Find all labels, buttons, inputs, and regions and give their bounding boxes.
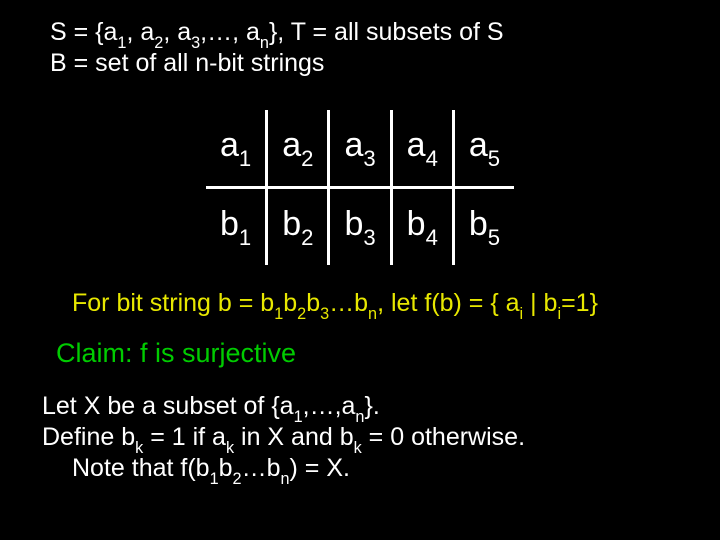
sub: 1 (210, 470, 219, 488)
cell-sub: 2 (301, 146, 313, 171)
text: b (219, 454, 233, 482)
sub: 2 (233, 470, 242, 488)
cell-sub: 5 (488, 225, 500, 250)
text: Let X be a subset of {a (42, 392, 294, 420)
sub: n (280, 470, 289, 488)
cell-sub: 5 (488, 146, 500, 171)
text: , a (163, 18, 191, 46)
sub: 2 (297, 305, 306, 323)
table-cell: b5 (453, 187, 514, 264)
text: For bit string b = b (72, 289, 274, 317)
proof-line-1: Let X be a subset of {a1,…,an}. (42, 392, 380, 425)
table-cell: a4 (391, 110, 453, 187)
cell-sub: 3 (363, 146, 375, 171)
text: = 1 if a (143, 423, 226, 451)
text: b (306, 289, 320, 317)
table-cell: a3 (329, 110, 391, 187)
cell-base: a (220, 126, 239, 164)
cell-base: a (469, 126, 488, 164)
text: …b (242, 454, 281, 482)
text: ) = X. (290, 454, 350, 482)
text: , let f(b) = { a (377, 289, 519, 317)
sub: 1 (274, 305, 283, 323)
table-cell: a1 (206, 110, 267, 187)
text: ,…,a (303, 392, 356, 420)
cell-base: a (344, 126, 363, 164)
table-cell: b4 (391, 187, 453, 264)
header-line-2: B = set of all n-bit strings (50, 49, 324, 78)
text: Note that f(b (72, 454, 210, 482)
text: b (283, 289, 297, 317)
cell-base: b (469, 205, 488, 243)
sub: k (354, 439, 362, 457)
cell-sub: 4 (426, 225, 438, 250)
table-row: b1 b2 b3 b4 b5 (206, 187, 514, 264)
cell-sub: 3 (363, 225, 375, 250)
text: …b (329, 289, 368, 317)
table-row: a1 a2 a3 a4 a5 (206, 110, 514, 187)
text: S = {a (50, 18, 117, 46)
claim-line: Claim: f is surjective (56, 338, 296, 369)
sub: i (520, 305, 524, 323)
cell-sub: 1 (239, 146, 251, 171)
text: ,…, a (200, 18, 260, 46)
cell-base: b (344, 205, 363, 243)
text: =1} (561, 289, 598, 317)
table-cell: b2 (267, 187, 329, 264)
cell-base: b (407, 205, 426, 243)
proof-line-2: Define bk = 1 if ak in X and bk = 0 othe… (42, 423, 525, 456)
header-line-1: S = {a1, a2, a3,…, an}, T = all subsets … (50, 18, 504, 51)
proof-line-3: Note that f(b1b2…bn) = X. (72, 454, 350, 487)
sub: n (368, 305, 377, 323)
text: in X and b (234, 423, 354, 451)
cell-base: a (407, 126, 426, 164)
table: a1 a2 a3 a4 a5 b1 b2 b3 b4 b5 (206, 110, 514, 265)
cell-base: b (220, 205, 239, 243)
text: }. (364, 392, 379, 420)
table-cell: b3 (329, 187, 391, 264)
text: Define b (42, 423, 135, 451)
text: = 0 otherwise. (362, 423, 525, 451)
cell-base: b (282, 205, 301, 243)
sub: i (557, 305, 561, 323)
definition-line: For bit string b = b1b2b3…bn, let f(b) =… (72, 289, 598, 322)
table-cell: b1 (206, 187, 267, 264)
cell-sub: 4 (426, 146, 438, 171)
table-cell: a2 (267, 110, 329, 187)
cell-sub: 1 (239, 225, 251, 250)
bijection-table: a1 a2 a3 a4 a5 b1 b2 b3 b4 b5 (206, 110, 514, 265)
text: , a (126, 18, 154, 46)
text: | b (523, 289, 557, 317)
cell-sub: 2 (301, 225, 313, 250)
text: }, T = all subsets of S (269, 18, 504, 46)
sub: 3 (320, 305, 329, 323)
table-cell: a5 (453, 110, 514, 187)
cell-base: a (282, 126, 301, 164)
